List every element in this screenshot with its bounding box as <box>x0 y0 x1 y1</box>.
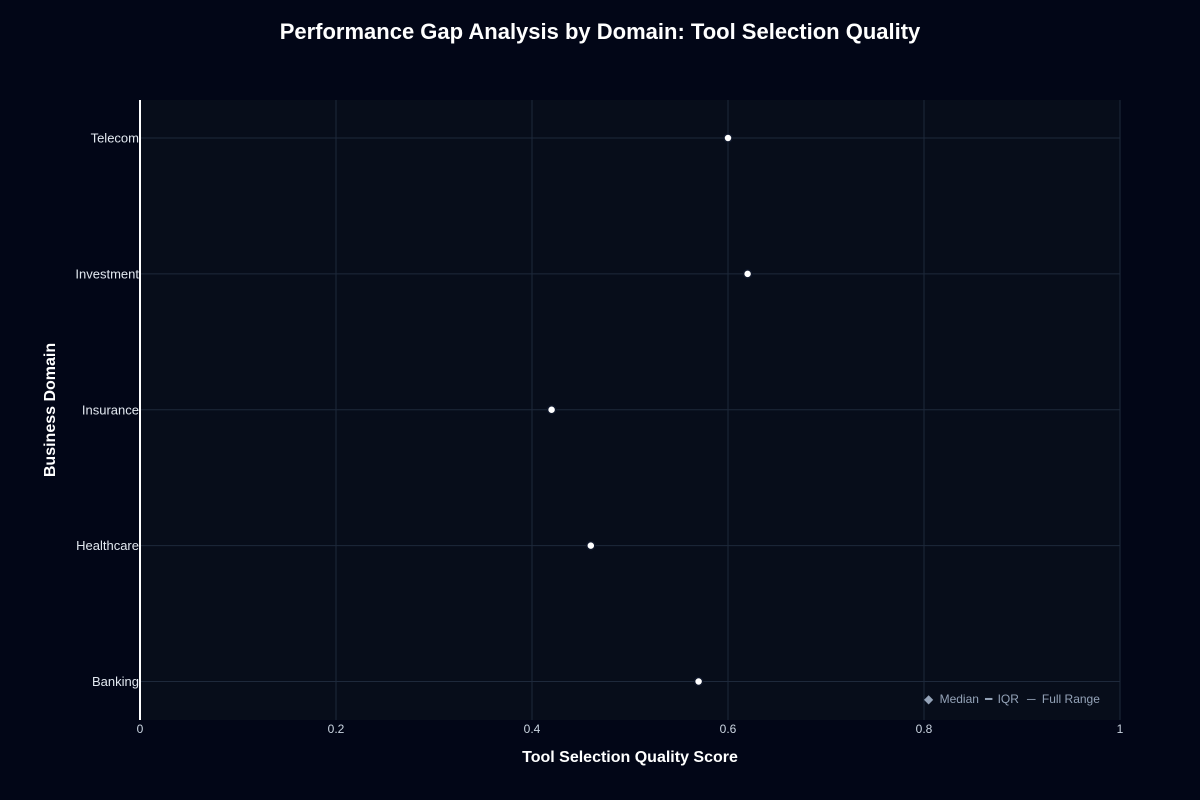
y-axis-title: Business Domain <box>42 343 59 477</box>
thick-line-icon: ━ <box>984 692 993 706</box>
median-point <box>723 133 733 143</box>
category-label: Telecom <box>91 131 139 146</box>
median-point <box>693 676 704 687</box>
median-point <box>586 540 596 551</box>
data-markers <box>546 133 753 687</box>
x-axis-title: Tool Selection Quality Score <box>522 749 738 766</box>
x-tick-label: 0.8 <box>916 722 933 736</box>
thin-line-icon: ─ <box>1026 692 1036 706</box>
x-tick-label: 0 <box>137 722 144 736</box>
category-label: Healthcare <box>76 538 139 553</box>
x-tick-label: 0.4 <box>524 722 541 736</box>
legend: ◆ Median ━ IQR ─ Full Range <box>924 692 1100 706</box>
legend-full-range: ─ Full Range <box>1026 692 1100 706</box>
y-grid <box>140 137 1120 682</box>
category-labels: Telecom Investment Insurance Healthcare Bank… <box>75 131 139 690</box>
diamond-icon: ◆ <box>924 692 934 706</box>
chart-title: Performance Gap Analysis by Domain: Tool… <box>280 19 921 44</box>
legend-median: ◆ Median <box>924 692 979 706</box>
median-point <box>546 405 557 415</box>
x-tick-label: 0.6 <box>720 722 737 736</box>
x-tick-label: 0.2 <box>328 722 345 736</box>
legend-iqr: ━ IQR <box>984 692 1019 706</box>
x-tick-label: 1 <box>1117 722 1124 736</box>
category-label: Insurance <box>82 402 139 417</box>
x-tick-labels: 0 0.2 0.4 0.6 0.8 1 <box>137 722 1124 736</box>
median-point <box>742 269 753 279</box>
category-label: Investment <box>75 266 139 281</box>
category-label: Banking <box>92 674 139 689</box>
